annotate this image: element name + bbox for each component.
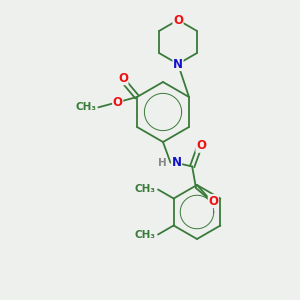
Text: O: O [173, 14, 183, 26]
Text: H: H [158, 158, 167, 168]
Text: CH₃: CH₃ [134, 230, 155, 241]
Text: O: O [196, 139, 206, 152]
Text: N: N [172, 156, 182, 169]
Text: N: N [173, 58, 183, 70]
Text: CH₃: CH₃ [75, 102, 96, 112]
Text: CH₃: CH₃ [134, 184, 155, 194]
Text: O: O [113, 96, 123, 109]
Text: O: O [208, 194, 218, 208]
Text: O: O [118, 72, 128, 85]
